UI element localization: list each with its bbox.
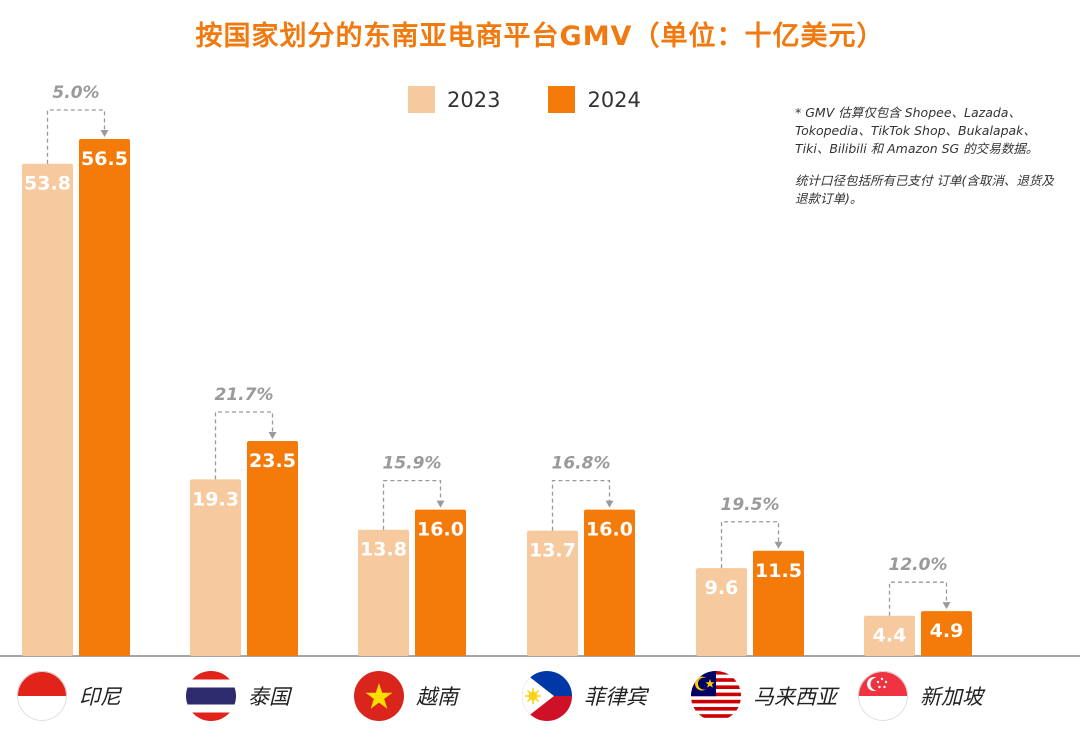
legend-label-2023: 2023 <box>447 87 501 112</box>
country-name: 马来西亚 <box>753 685 837 709</box>
country-name: 泰国 <box>248 685 290 709</box>
growth-label: 5.0% <box>52 83 99 103</box>
country-label-thailand: 泰国 <box>186 671 290 721</box>
country-name: 菲律宾 <box>584 685 647 709</box>
country-label-singapore: 新加坡 <box>858 671 983 721</box>
data-label-2024: 23.5 <box>249 450 296 472</box>
thailand-flag-icon <box>186 671 236 721</box>
growth-label: 16.8% <box>552 454 611 474</box>
growth-label: 21.7% <box>215 385 274 405</box>
country-name: 印尼 <box>79 685 121 709</box>
growth-connector <box>720 521 780 569</box>
bar-2024 <box>921 611 972 656</box>
philippines-flag-icon <box>522 671 572 721</box>
data-label-2024: 11.5 <box>755 560 802 582</box>
growth-connector <box>551 479 611 531</box>
legend-item-2024: 2024 <box>548 86 641 113</box>
legend: 2023 2024 <box>408 86 641 113</box>
bar-2024 <box>584 509 635 656</box>
data-label-2023: 13.7 <box>529 540 576 562</box>
data-label-2023: 13.8 <box>360 539 407 561</box>
growth-arrowhead <box>774 541 783 549</box>
data-label-2024: 4.9 <box>930 620 964 642</box>
data-label-2023: 53.8 <box>24 173 71 195</box>
bar-2023 <box>527 530 578 656</box>
growth-connector <box>888 581 948 616</box>
growth-arrowhead <box>436 500 445 508</box>
singapore-flag-icon <box>858 671 908 721</box>
country-label-malaysia: 马来西亚 <box>691 671 837 721</box>
data-label-2023: 19.3 <box>192 488 239 510</box>
legend-swatch-2024 <box>548 86 576 113</box>
data-label-2023: 9.6 <box>705 577 739 599</box>
legend-swatch-2023 <box>408 86 435 113</box>
bar-2023 <box>864 615 915 656</box>
bar-2023 <box>22 163 73 657</box>
country-name: 越南 <box>416 685 458 709</box>
data-label-2024: 16.0 <box>586 519 633 541</box>
growth-arrowhead <box>942 602 951 610</box>
growth-arrowhead <box>605 500 614 508</box>
growth-connector <box>214 411 274 480</box>
bar-2023 <box>358 529 409 656</box>
footnote-scope: * GMV 估算仅包含 Shopee、Lazada、Tokopedia、TikT… <box>795 105 1039 156</box>
chart-title: 按国家划分的东南亚电商平台GMV（单位：十亿美元） <box>195 21 885 52</box>
legend-item-2023: 2023 <box>408 86 500 113</box>
footnote-definition: 统计口径包括所有已支付 订单(含取消、退货及退款订单)。 <box>795 173 1054 206</box>
data-label-2023: 4.4 <box>873 625 907 647</box>
data-label-2024: 56.5 <box>81 148 128 170</box>
bar-2024 <box>415 509 466 656</box>
country-label-vietnam: 越南 <box>354 671 458 721</box>
footnote: * GMV 估算仅包含 Shopee、Lazada、Tokopedia、TikT… <box>795 104 1065 222</box>
country-label-indonesia: 印尼 <box>17 671 121 721</box>
bar-2023 <box>190 479 241 656</box>
bar-2024 <box>247 440 298 656</box>
legend-label-2024: 2024 <box>587 87 641 112</box>
growth-connector <box>382 479 442 530</box>
growth-label: 19.5% <box>721 495 780 515</box>
growth-label: 12.0% <box>889 555 948 575</box>
growth-arrowhead <box>100 130 109 138</box>
country-name: 新加坡 <box>920 685 983 709</box>
growth-label: 15.9% <box>383 454 442 474</box>
bar-2024 <box>79 139 130 656</box>
vietnam-flag-icon <box>354 671 404 721</box>
indonesia-flag-icon <box>17 671 67 721</box>
data-label-2024: 16.0 <box>417 519 464 541</box>
bar-2024 <box>753 550 804 656</box>
malaysia-flag-icon <box>691 671 741 721</box>
bar-2023 <box>696 568 747 656</box>
country-label-philippines: 菲律宾 <box>522 671 647 721</box>
growth-arrowhead <box>268 431 277 439</box>
